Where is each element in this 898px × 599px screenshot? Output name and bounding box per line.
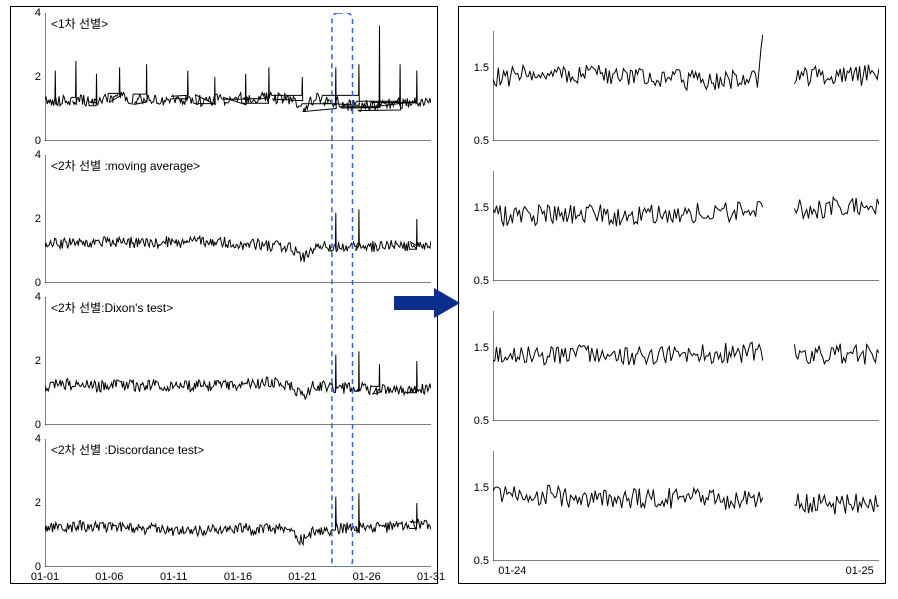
left-subplot-3: 02401-0101-0601-1101-1601-2101-2601-31<2… — [45, 439, 431, 567]
plot-svg — [45, 439, 431, 567]
left-subplot-2: 024<2차 선별:Dixon's test> — [45, 297, 431, 425]
ytick-label: 1.5 — [474, 482, 493, 494]
data-series — [493, 485, 879, 514]
ytick-label: 1.5 — [474, 62, 493, 74]
ytick-label: 4 — [35, 149, 45, 161]
left-panel: 024<1차 선별> 024<2차 선별 :moving average> 024<… — [10, 6, 438, 584]
data-series — [493, 342, 879, 365]
right-subplot-1: 0.51.5 — [493, 171, 879, 281]
ytick-label: 0.5 — [474, 415, 493, 427]
left-subplot-0: 024<1차 선별> — [45, 13, 431, 141]
plot-svg — [493, 31, 879, 141]
ytick-label: 4 — [35, 291, 45, 303]
plot-svg — [45, 155, 431, 283]
xtick-label: 01-01 — [31, 567, 59, 583]
ytick-label: 0 — [35, 419, 45, 431]
data-series — [493, 35, 879, 90]
ytick-label: 1.5 — [474, 202, 493, 214]
plot-svg — [493, 171, 879, 281]
plot-svg — [493, 311, 879, 421]
data-series — [45, 209, 431, 262]
xtick-label: 01-06 — [95, 567, 123, 583]
plot-svg — [45, 13, 431, 141]
ytick-label: 0.5 — [474, 555, 493, 567]
xtick-label: 01-16 — [224, 567, 252, 583]
ytick-label: 2 — [35, 71, 45, 83]
ytick-label: 2 — [35, 355, 45, 367]
ytick-label: 4 — [35, 433, 45, 445]
xtick-label: 01-11 — [160, 567, 187, 583]
right-subplot-2: 0.51.5 — [493, 311, 879, 421]
ytick-label: 0.5 — [474, 275, 493, 287]
right-subplot-3: 0.51.501-2401-25 — [493, 451, 879, 561]
xtick-label: 01-21 — [288, 567, 316, 583]
figure-root: 024<1차 선별> 024<2차 선별 :moving average> 024<… — [0, 0, 898, 599]
plot-svg — [493, 451, 879, 561]
ytick-label: 2 — [35, 213, 45, 225]
data-series — [45, 493, 431, 544]
ytick-label: 4 — [35, 7, 45, 19]
data-series — [45, 351, 431, 399]
right-subplot-0: 0.51.5 — [493, 31, 879, 141]
xtick-label: 01-25 — [846, 561, 874, 577]
left-subplot-1: 024<2차 선별 :moving average> — [45, 155, 431, 283]
data-series — [45, 26, 431, 112]
data-series — [493, 197, 879, 226]
xtick-label: 01-24 — [498, 561, 526, 577]
xtick-label: 01-26 — [353, 567, 381, 583]
ytick-label: 2 — [35, 497, 45, 509]
ytick-label: 0.5 — [474, 135, 493, 147]
ytick-label: 0 — [35, 277, 45, 289]
right-panel: 0.51.50.51.50.51.50.51.501-2401-25 — [458, 6, 886, 584]
xtick-label: 01-31 — [417, 567, 445, 583]
ytick-label: 0 — [35, 135, 45, 147]
plot-svg — [45, 297, 431, 425]
ytick-label: 1.5 — [474, 342, 493, 354]
